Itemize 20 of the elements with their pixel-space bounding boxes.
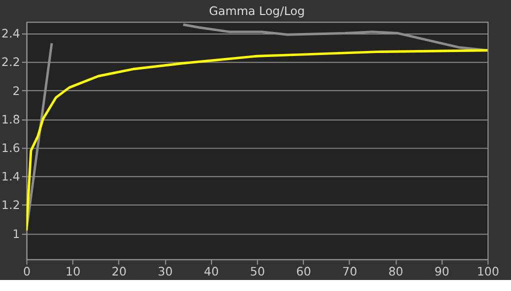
y-tick-label: 1 <box>12 226 20 241</box>
x-tick-label: 10 <box>66 264 80 278</box>
x-tick-label: 50 <box>250 264 265 278</box>
x-tick-label: 90 <box>434 264 450 278</box>
y-tick-label: 2.2 <box>1 55 20 70</box>
x-tick-label: 30 <box>158 264 173 278</box>
x-tick-label: 60 <box>296 264 312 278</box>
y-tick-label: 2.4 <box>1 26 20 41</box>
x-tick-label: 0 <box>23 264 31 278</box>
x-tick-label: 100 <box>476 264 500 278</box>
y-tick-label: 1.6 <box>1 141 20 156</box>
x-tick-label: 20 <box>112 264 127 278</box>
y-tick-label: 1.4 <box>1 170 20 184</box>
chart-title: Gamma Log/Log <box>209 4 305 18</box>
x-tick-label: 70 <box>342 264 358 278</box>
y-tick-label: 1.2 <box>1 198 20 212</box>
x-tick-label: 40 <box>204 264 219 278</box>
y-tick-label: 2 <box>12 84 20 98</box>
y-tick-label: 1.8 <box>1 112 20 126</box>
x-tick-label: 80 <box>388 264 404 278</box>
